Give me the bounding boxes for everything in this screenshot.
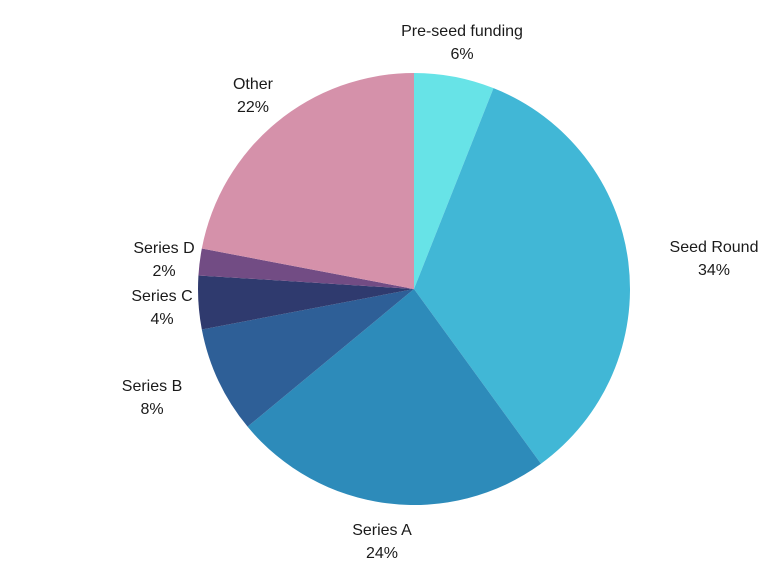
slice-name-series-c: Series C bbox=[131, 288, 192, 305]
slice-value-series-a: 24% bbox=[366, 545, 398, 562]
pie-labels: Pre-seed funding 6% Seed Round 34% Series A 2… bbox=[122, 23, 759, 562]
slice-value-other: 22% bbox=[237, 99, 269, 116]
slice-value-series-c: 4% bbox=[150, 311, 173, 328]
slice-name-series-b: Series B bbox=[122, 378, 182, 395]
pie-slice-pre-seed-funding bbox=[414, 73, 494, 289]
slice-name-seed-round: Seed Round bbox=[670, 239, 759, 256]
pie-slice-other bbox=[201, 73, 414, 289]
pie-slices bbox=[198, 73, 630, 505]
slice-value-seed-round: 34% bbox=[698, 262, 730, 279]
slice-value-series-d: 2% bbox=[152, 263, 175, 280]
slice-name-pre-seed-funding: Pre-seed funding bbox=[401, 23, 523, 40]
pie-slice-series-b bbox=[201, 289, 414, 427]
slice-name-series-a: Series A bbox=[352, 522, 412, 539]
slice-value-pre-seed-funding: 6% bbox=[450, 46, 473, 63]
slice-name-other: Other bbox=[233, 76, 274, 93]
slice-value-series-b: 8% bbox=[140, 401, 163, 418]
pie-slice-series-c bbox=[198, 275, 414, 330]
pie-slice-series-d bbox=[198, 248, 414, 289]
pie-slice-series-a bbox=[247, 289, 541, 505]
pie-slice-seed-round bbox=[414, 88, 630, 464]
slice-name-series-d: Series D bbox=[133, 240, 194, 257]
